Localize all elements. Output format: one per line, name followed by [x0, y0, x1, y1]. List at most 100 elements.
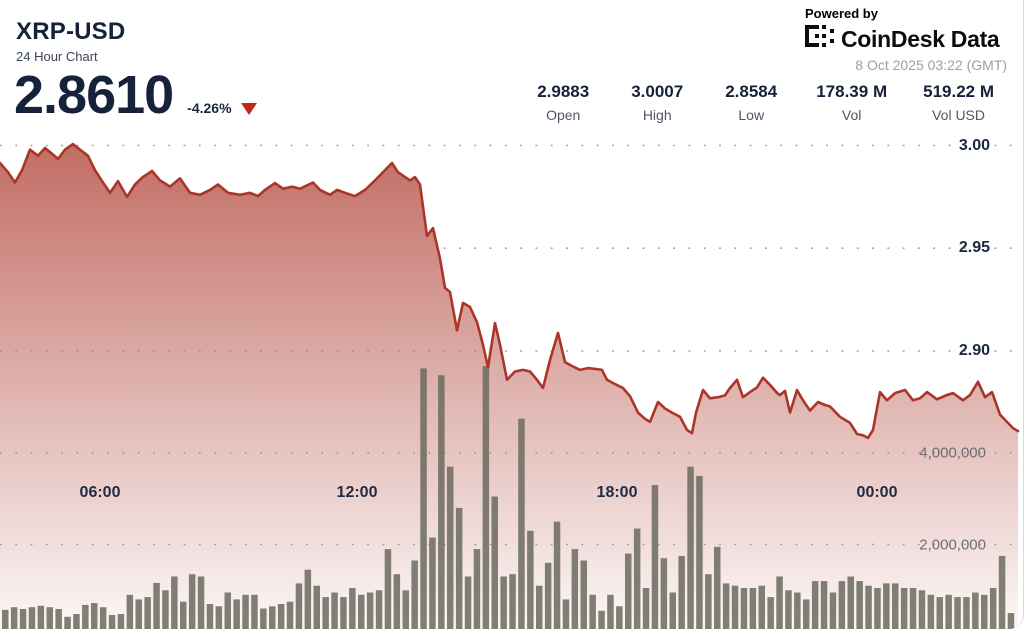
volume-bar — [28, 607, 36, 629]
stat-low-label: Low — [738, 107, 765, 123]
volume-bar — [589, 594, 596, 629]
price-change-percent: -4.26% — [187, 100, 232, 116]
volume-bar — [598, 610, 605, 629]
volume-bar — [393, 574, 401, 629]
volume-bar — [366, 592, 374, 629]
stat-low: 2.8584 Low — [722, 82, 780, 123]
volume-bar — [829, 592, 837, 629]
volume-bar — [1007, 613, 1015, 629]
volume-bar — [856, 581, 863, 629]
volume-bar — [998, 555, 1006, 629]
volume-bar — [224, 592, 231, 629]
volume-bar — [722, 583, 730, 629]
volume-bar — [242, 594, 249, 629]
symbol-title: XRP-USD — [16, 18, 126, 45]
price-area-fill — [0, 144, 1018, 629]
volume-bar — [64, 616, 71, 629]
volume-bar — [927, 594, 935, 629]
volume-bar — [918, 590, 926, 629]
volume-bar — [491, 496, 498, 629]
volume-bar — [527, 530, 534, 629]
volume-bar — [544, 562, 552, 629]
stat-high: 3.0007 High — [628, 82, 686, 123]
volume-bar — [2, 609, 9, 629]
price-row: 2.8610 -4.26% — [14, 68, 257, 122]
coindesk-logo-icon — [805, 25, 835, 53]
volume-bars — [2, 366, 1015, 629]
volume-bar — [731, 585, 739, 629]
volume-bar — [714, 546, 721, 629]
volume-bar — [616, 606, 623, 629]
volume-bar — [642, 588, 650, 629]
volume-bar — [909, 588, 917, 629]
volume-bar — [429, 537, 436, 629]
volume-bar — [73, 614, 80, 629]
stat-high-label: High — [642, 107, 672, 123]
stat-vol-usd: 519.22 M Vol USD — [923, 82, 994, 123]
volume-bar — [607, 594, 614, 629]
stat-vol-usd-value: 519.22 M — [923, 82, 994, 101]
volume-bar — [633, 528, 641, 629]
volume-bar — [669, 592, 676, 629]
volume-bar — [358, 594, 365, 629]
volume-bar — [687, 466, 694, 629]
volume-bar — [375, 590, 383, 629]
volume-bar — [126, 594, 134, 629]
volume-bar — [313, 585, 320, 629]
volume-bar — [820, 581, 828, 629]
volume-bar — [402, 590, 409, 629]
volume-bar — [482, 366, 490, 629]
volume-bar — [811, 581, 819, 629]
stat-vol-label: Vol — [841, 107, 862, 123]
volume-bar — [900, 588, 908, 629]
volume-bar — [135, 599, 142, 629]
volume-bar — [384, 549, 392, 629]
volume-bar — [82, 604, 89, 629]
volume-bar — [349, 588, 356, 629]
volume-bar — [153, 582, 160, 629]
volume-bar — [99, 607, 107, 629]
volume-bar — [972, 592, 979, 629]
volume-bar — [954, 597, 961, 629]
stat-open: 2.9883 Open — [534, 82, 592, 123]
volume-bar — [963, 597, 970, 629]
volume-bar — [162, 590, 169, 629]
stat-open-label: Open — [546, 107, 581, 123]
volume-bar — [936, 597, 943, 629]
volume-bar — [55, 609, 62, 629]
volume-bar — [803, 599, 810, 629]
volume-bar — [660, 558, 668, 629]
volume-bar — [19, 609, 27, 629]
volume-bar — [625, 553, 632, 629]
volume-bar — [847, 576, 854, 629]
volume-bar — [304, 569, 312, 629]
volume-bar — [91, 603, 98, 629]
brand-name: CoinDesk Data — [841, 25, 1000, 52]
down-triangle-icon — [240, 103, 257, 115]
volume-bar — [518, 418, 525, 629]
volume-bar — [989, 588, 997, 629]
powered-by-block: Powered by — [805, 6, 1007, 73]
volume-bar — [500, 576, 507, 629]
volume-bar — [286, 601, 294, 629]
powered-by-label: Powered by — [805, 6, 878, 21]
brand-row[interactable]: CoinDesk Data — [805, 25, 1007, 53]
volume-bar — [553, 521, 561, 629]
volume-bar — [340, 597, 347, 629]
volume-bar — [696, 475, 703, 629]
volume-bar — [705, 574, 712, 629]
volume-bar — [945, 594, 952, 629]
volume-bar — [758, 585, 765, 629]
stat-low-value: 2.8584 — [725, 82, 778, 101]
volume-bar — [233, 599, 240, 629]
volume-bar — [331, 592, 338, 629]
stat-open-value: 2.9883 — [537, 82, 590, 101]
volume-bar — [678, 555, 685, 629]
volume-bar — [188, 574, 196, 629]
volume-bar — [269, 606, 276, 629]
volume-bar — [892, 583, 899, 629]
volume-bar — [749, 588, 757, 629]
stat-high-value: 3.0007 — [631, 82, 684, 101]
timestamp: 8 Oct 2025 03:22 (GMT) — [855, 57, 1007, 73]
